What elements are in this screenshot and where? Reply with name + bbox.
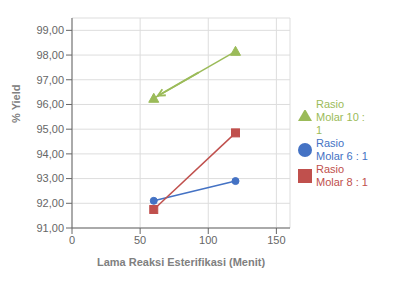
svg-text:50: 50 <box>134 234 146 246</box>
svg-text:99,00: 99,00 <box>36 24 64 36</box>
svg-text:95,00: 95,00 <box>36 123 64 135</box>
svg-text:93,00: 93,00 <box>36 172 64 184</box>
html-text:Rasio Molar 10 : 1: Rasio Molar 10 : 1 <box>316 97 365 136</box>
svg-text:150: 150 <box>267 234 285 246</box>
svg-text:91,00: 91,00 <box>36 222 64 234</box>
svg-text:97,00: 97,00 <box>36 74 64 86</box>
svg-text:100: 100 <box>199 234 217 246</box>
svg-text:Lama Reaksi Esterifikasi (Meni: Lama Reaksi Esterifikasi (Menit) <box>97 256 265 268</box>
svg-text:94,00: 94,00 <box>36 148 64 160</box>
svg-text:0: 0 <box>69 234 75 246</box>
html-text:Rasio Molar 6 : 1: Rasio Molar 6 : 1 <box>316 136 368 162</box>
html-text:Rasio Molar 8 : 1: Rasio Molar 8 : 1 <box>316 162 368 188</box>
svg-text:92,00: 92,00 <box>36 197 64 209</box>
svg-text:% Yield: % Yield <box>10 84 22 123</box>
svg-text:98,00: 98,00 <box>36 49 64 61</box>
svg-text:96,00: 96,00 <box>36 98 64 110</box>
